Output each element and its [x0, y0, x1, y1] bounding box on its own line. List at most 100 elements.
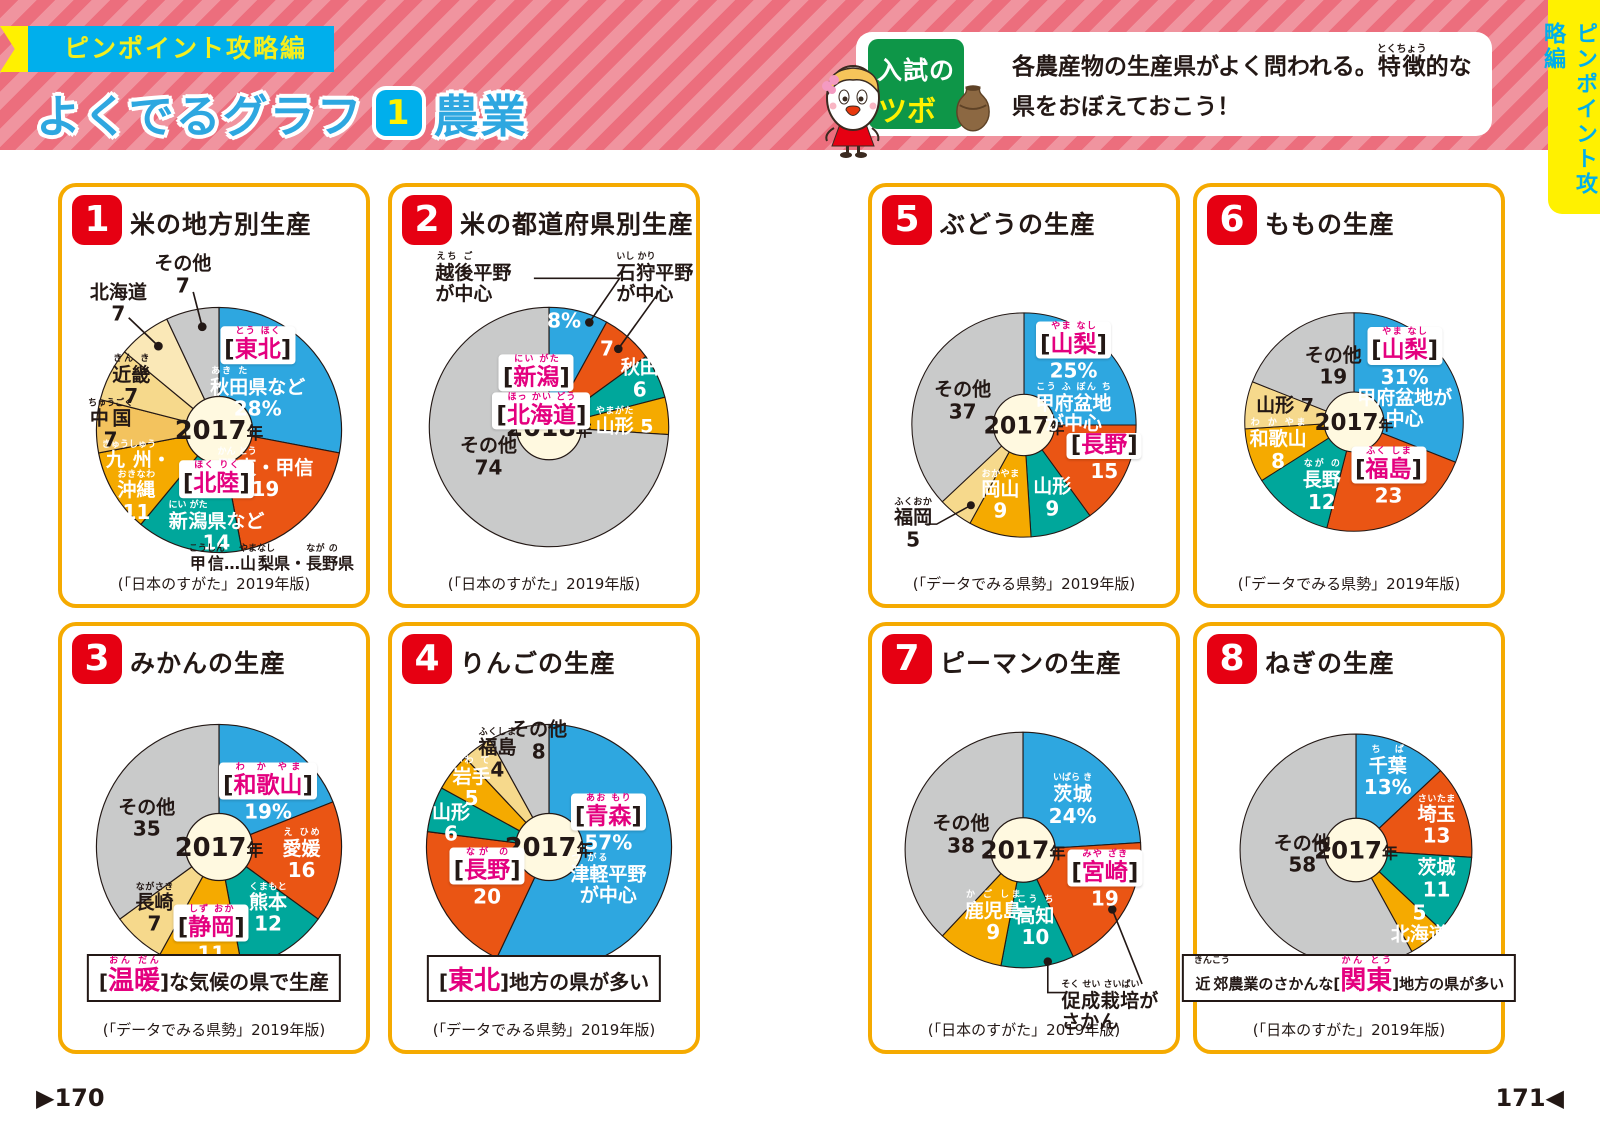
prefecture-bracket-label: [北海道ほっ かい どう]	[492, 392, 591, 430]
pie-center-year: 2017年	[175, 833, 264, 863]
chart-number-badge: 4	[402, 634, 452, 684]
prefecture-bracket-label: [山梨やま なし]	[1036, 321, 1112, 359]
pie-center-year: 2017年	[984, 411, 1065, 439]
slice-name: その他	[932, 812, 990, 835]
slice-name: が中心	[1045, 412, 1103, 435]
pie-area: 2017年 [青森あお もり] 57% 津軽つ がる平野 が中心 [長野なが の] 20 山形…	[420, 718, 678, 976]
slice-label: [福島ふく しま] 23	[1350, 446, 1427, 509]
slice-value: 24%	[1048, 803, 1097, 828]
chart-source: (「データでみる県勢」2019年版)	[912, 575, 1136, 593]
slice-label: [長野なが の] 20	[449, 847, 525, 909]
note-part: 温暖おん だん	[107, 956, 161, 996]
slice-value: 10	[1021, 925, 1050, 950]
slice-value: 14	[202, 530, 231, 555]
leader-line	[1046, 961, 1068, 994]
slice-name: 津軽つ がる平野	[570, 854, 647, 887]
note-part: [	[98, 970, 108, 994]
slice-label: [長野] 15	[1066, 432, 1142, 483]
slice-value: 13	[1422, 823, 1451, 848]
pie-slice-その他	[904, 731, 1024, 937]
pie-area: 2017年 千葉ち ば 13% 埼玉さいたま 13 茨城 11 5 北海道 その他 58	[1234, 728, 1478, 972]
slice-label: [北陸ほく りく] 新潟にい がた県など 14	[168, 460, 265, 555]
slice-name: 千葉ち ば	[1368, 744, 1407, 777]
slice-value: 19	[251, 477, 280, 502]
pie-center-year: 2017年	[1314, 836, 1398, 865]
note-part: 山梨やまなし	[238, 544, 275, 573]
slice-name: さかん	[1061, 1010, 1119, 1033]
pie-slice-埼玉	[1355, 770, 1473, 858]
chart-source: (「日本のすがた」2019年版)	[117, 575, 311, 593]
slice-name: 山形	[1033, 475, 1072, 498]
chart-card-5: 5 ぶどうの生産 2017年 [山梨やま なし] 25% 甲府盆地こう ふ ぼん ちが中心…	[868, 183, 1180, 608]
pie-slice-その他	[911, 312, 1025, 503]
slice-value: 8%	[547, 308, 582, 333]
chart-card-4: 4 りんごの生産 2017年 [青森あお もり] 57% 津軽つ がる平野 が中心 [長野なが…	[388, 622, 700, 1054]
chart-number-badge: 1	[72, 195, 122, 245]
slice-label: 山形 6	[432, 802, 470, 845]
slice-value: 19	[1090, 886, 1119, 911]
note-part: な気候の県で生産	[169, 970, 330, 994]
slice-label: [山梨やま なし] 31% 甲府盆地が 中心	[1357, 327, 1452, 429]
pie-area: 2017年 茨城いばら き 24% [宮崎みや ざき] 19 高知こう ち 10 鹿児島か ご…	[899, 726, 1158, 1032]
pie-slice-長野	[1261, 421, 1355, 529]
chart-card-3: 3 みかんの生産 2017年 [和歌山わ か やま] 19% 愛媛え ひめ 16 熊本くまもと…	[58, 622, 370, 1054]
slice-label: 促成栽培そく せい さいばいが さかん	[1061, 980, 1158, 1032]
section-ribbon: ピンポイント攻略編	[28, 26, 334, 72]
slice-value: 5	[906, 527, 921, 552]
leader-line	[533, 277, 622, 323]
slice-name: 甲府盆地が	[1357, 387, 1453, 410]
slice-value: 19%	[244, 799, 292, 824]
slice-name: 新潟にい がた県など	[168, 499, 265, 532]
slice-name: 山形 7	[1256, 394, 1314, 417]
slice-label: [和歌山わ か やま] 19%	[219, 762, 318, 824]
page-title-sub: 農業	[433, 90, 528, 143]
slice-label: その他 38	[932, 814, 989, 857]
pie-chart-5: 2017年	[911, 312, 1137, 538]
chart-title: 米の地方別生産	[130, 210, 313, 239]
leader-dot	[614, 344, 623, 354]
prefecture-bracket-label: [宮崎みや ざき]	[1067, 849, 1143, 887]
prefecture-bracket-label: [長野なが の]	[449, 847, 525, 885]
slice-label: 長崎ながさき 7	[135, 882, 173, 935]
slice-name: 山形	[431, 801, 470, 824]
page-title-main: よくでるグラフ	[36, 90, 364, 143]
slice-name: 愛媛え ひめ	[282, 827, 321, 860]
pie-slice-その他	[95, 723, 220, 920]
chart-title: ねぎの生産	[1265, 649, 1396, 678]
exam-tip-box: 入試の ツボ 各農産物の生産県がよく問われる。特徴とくちょう的な 県をおぼえてお…	[822, 32, 1492, 158]
chart-number-badge: 5	[882, 195, 932, 245]
slice-value: 6	[632, 377, 647, 402]
slice-value: 25%	[1049, 358, 1098, 383]
slice-name: 中国ちゅうごく	[88, 398, 134, 430]
chart-card-6: 6 ももの生産 2017年 [山梨やま なし] 31% 甲府盆地が 中心 [福島ふく しま] 2…	[1193, 183, 1505, 608]
note-part: …	[223, 554, 240, 573]
slice-name: 鹿児島か ご しま	[964, 889, 1022, 922]
slice-label: その他 35	[118, 797, 175, 840]
slice-name: 岡山おかやま	[981, 469, 1020, 501]
edition-side-tab: ピンポイント攻略編	[1540, 0, 1600, 214]
pie-slice-茨城	[1355, 849, 1473, 930]
exam-tip-label: 入試の ツボ	[868, 39, 964, 129]
note-part: 地方の県が多い	[509, 970, 650, 994]
chart-title: みかんの生産	[130, 649, 287, 678]
slice-name: 茨城	[1417, 856, 1456, 879]
slice-label: 茨城いばら き 24%	[1049, 773, 1097, 827]
chart-note: [東北]地方の県が多い	[426, 955, 662, 1002]
slice-label: [東北とう ほく] 秋田あき た県など 28%	[210, 326, 305, 420]
slice-value: 12	[1307, 489, 1336, 514]
slice-label: 石狩いし かり平野 が中心	[616, 252, 693, 304]
slice-label: [宮崎みや ざき] 19	[1067, 849, 1143, 911]
slice-label: 和歌山わ か やま 8	[1250, 418, 1307, 472]
mascot-character	[822, 65, 880, 158]
chart-number-badge: 7	[882, 634, 932, 684]
slice-value: 23	[1374, 484, 1403, 509]
slice-label: 鹿児島か ご しま 9	[965, 890, 1022, 944]
slice-label: 越後えち ご平野 が中心	[435, 252, 511, 304]
slice-name: 越後えち ご平野	[435, 252, 512, 285]
slice-value: 16	[287, 858, 316, 883]
slice-value: 11	[122, 499, 151, 524]
slice-label: その他 37	[934, 380, 991, 423]
slice-label: その他 7	[154, 254, 211, 297]
